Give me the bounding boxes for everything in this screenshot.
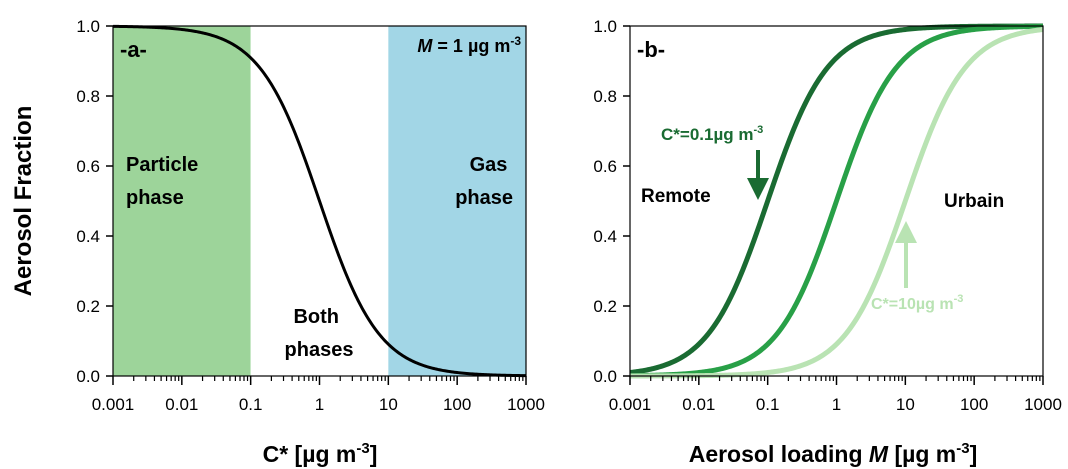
axis-a-y-tick-label: 0.6 xyxy=(76,157,100,176)
axis-b-x-tick-label: 0.01 xyxy=(682,395,715,414)
axis-b-y-tick-label: 0.8 xyxy=(593,87,617,106)
axis-b-y-tick-label: 0.2 xyxy=(593,297,617,316)
axis-b-y-tick-label: 0.0 xyxy=(593,367,617,386)
panel-label-b: -b- xyxy=(637,37,665,62)
arrow-up-icon xyxy=(895,221,917,288)
series-label-cstar-10: C*=10µg m-3 xyxy=(871,293,963,313)
axis-a-x-tick-label: 1 xyxy=(315,395,324,414)
axis-a-x-tick-label: 0.01 xyxy=(165,395,198,414)
axes-b: 0.001 0.01 0.1 1 10 100 1000 0.0 0.2 0.4 0.6 0.8 1.0 xyxy=(593,17,1062,414)
axis-b-x-tick-label: 0.001 xyxy=(609,395,652,414)
axis-a-x-tick-label: 0.001 xyxy=(92,395,135,414)
region-particle xyxy=(113,26,251,376)
axis-a-y-tick-label: 0.0 xyxy=(76,367,100,386)
label-urbain: Urbain xyxy=(944,191,1004,212)
axis-a-y-tick-label: 0.4 xyxy=(76,227,100,246)
x-axis-title-b: Aerosol loading M [µg m-3] xyxy=(689,440,978,467)
axis-b-y-tick-label: 0.4 xyxy=(593,227,617,246)
label-remote: Remote xyxy=(641,186,711,207)
region-label-gas: Gas phase xyxy=(455,154,513,209)
axis-b-x-tick-label: 10 xyxy=(896,395,915,414)
m-annotation: M = 1 µg m-3 xyxy=(417,34,521,56)
axis-b-y-tick-label: 1.0 xyxy=(593,17,617,36)
axis-a-x-tick-label: 0.1 xyxy=(239,395,263,414)
series-line-m1 xyxy=(112,24,527,378)
axis-b-x-tick-label: 1 xyxy=(832,395,841,414)
panel-b: 0.001 0.01 0.1 1 10 100 1000 0.0 0.2 0.4 0.6 0.8 1.0… xyxy=(593,17,1062,467)
axis-b-y-tick-label: 0.6 xyxy=(593,157,617,176)
region-label-particle: Particle phase xyxy=(126,154,204,209)
axes-a: 0.001 0.01 0.1 1 10 100 1000 0.0 0.2 0.4 0.6 0.8 1.0 xyxy=(76,17,545,414)
region-label-both: Both phases xyxy=(285,306,354,361)
axis-a-y-tick-label: 1.0 xyxy=(76,17,100,36)
axis-a-x-tick-label: 10 xyxy=(379,395,398,414)
panel-label-a: -a- xyxy=(120,37,147,62)
axis-a-y-tick-label: 0.8 xyxy=(76,87,100,106)
axis-a-x-tick-label: 100 xyxy=(443,395,471,414)
y-axis-title: Aerosol Fraction xyxy=(10,106,37,297)
x-axis-title-a: C* [µg m-3] xyxy=(263,440,378,467)
axis-b-x-tick-label: 100 xyxy=(960,395,988,414)
region-gas xyxy=(388,26,526,376)
series-line-cstar-1 xyxy=(629,23,1044,379)
arrow-down-icon xyxy=(747,150,769,200)
axis-a-x-tick-label: 1000 xyxy=(507,395,545,414)
series-label-cstar-0.1: C*=0.1µg m-3 xyxy=(661,124,763,144)
axis-a-y-tick-label: 0.2 xyxy=(76,297,100,316)
panel-a: 0.001 0.01 0.1 1 10 100 1000 0.0 0.2 0.4 0.6 0.8 1.0… xyxy=(10,17,545,467)
axis-b-x-tick-label: 1000 xyxy=(1024,395,1062,414)
axis-b-x-tick-label: 0.1 xyxy=(756,395,780,414)
